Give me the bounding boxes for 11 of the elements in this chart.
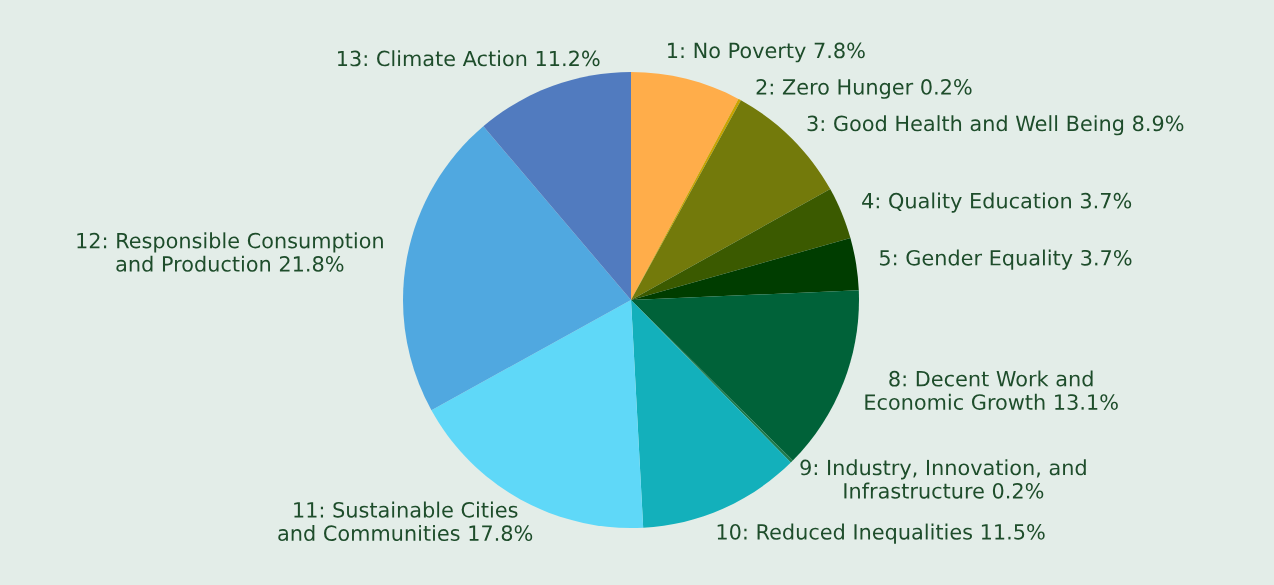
slice-label: 3: Good Health and Well Being 8.9% [807,115,1184,136]
slice-label: 2: Zero Hunger 0.2% [756,79,972,99]
slice-label: 11: Sustainable Cities and Communities 17.8% [278,501,533,542]
slice-label: 5: Gender Equality 3.7% [879,249,1132,270]
slice-label: 9: Industry, Innovation, and Infrastructure 0.2% [800,459,1086,499]
slice-label: 10: Reduced Inequalities 11.5% [717,523,1045,544]
slice-label: 1: No Poverty 7.8% [668,42,865,63]
slice-label: 8: Decent Work and Economic Growth 13.1% [865,370,1118,410]
slice-label: 13: Climate Action 11.2% [338,50,600,67]
slice-label: 12: Responsible Consumption and Production 21.8% [77,232,383,272]
slice-label: 4: Quality Education 3.7% [862,192,1132,213]
